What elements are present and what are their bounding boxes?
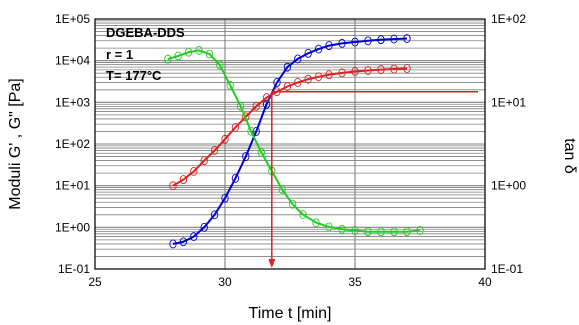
data-point: [179, 237, 188, 247]
data-point: [195, 45, 203, 55]
x-tick-label: 40: [478, 275, 492, 289]
data-point: [325, 222, 333, 232]
data-point: [403, 227, 411, 237]
data-point: [257, 148, 266, 157]
y2-axis-title: tan δ: [561, 138, 578, 174]
y-tick-label: 1E+03: [55, 95, 90, 109]
data-point: [242, 152, 250, 161]
x-axis-title: Time t [min]: [249, 305, 332, 322]
data-point: [338, 68, 346, 78]
data-point: [325, 41, 333, 51]
data-point: [174, 51, 182, 61]
data-point: [390, 64, 398, 74]
data-point: [390, 227, 398, 237]
data-point: [283, 82, 292, 91]
gel-arrow-head: [268, 259, 276, 268]
data-point: [294, 78, 302, 87]
series-tan-delta: [164, 45, 424, 237]
data-point: [325, 70, 333, 80]
series-g-storage: [169, 34, 411, 249]
data-point: [221, 193, 229, 203]
annotation-ratio: r = 1: [106, 47, 133, 62]
data-point: [314, 44, 323, 54]
data-point: [184, 47, 193, 57]
data-point: [390, 34, 398, 44]
data-point: [200, 222, 208, 232]
grid: [94, 19, 486, 270]
data-point: [190, 166, 198, 176]
data-point: [351, 226, 359, 235]
data-point: [221, 134, 229, 144]
annotation-system: DGEBA-DDS: [106, 25, 185, 40]
data-point: [252, 101, 260, 111]
data-point: [416, 226, 424, 235]
data-point: [216, 60, 224, 70]
y-tick-label: 1E-01: [58, 262, 90, 276]
data-point: [236, 101, 245, 111]
series-line: [172, 37, 408, 245]
data-point: [190, 232, 198, 242]
data-point: [169, 239, 177, 249]
data-point: [338, 38, 346, 48]
x-tick-label: 30: [218, 275, 232, 289]
data-point: [278, 185, 286, 194]
data-point: [377, 65, 385, 75]
y2-tick-label: 1E+02: [491, 12, 526, 26]
data-point: [312, 218, 320, 228]
data-point: [314, 72, 323, 82]
data-point: [247, 126, 255, 136]
data-point: [377, 35, 385, 45]
gel-point-marker: [268, 90, 478, 268]
data-point: [262, 93, 271, 103]
series-g-loss: [169, 64, 411, 191]
annotation-box: DGEBA-DDS r = 1 T= 177°C: [106, 25, 185, 83]
y2-tick-label: 1E+00: [491, 179, 526, 193]
plot-frame: [94, 18, 486, 270]
y-tick-label: 1E+05: [55, 12, 90, 26]
data-point: [364, 66, 372, 75]
data-point: [273, 78, 281, 87]
data-point: [364, 36, 372, 46]
data-point: [351, 37, 359, 47]
annotation-temperature: T= 177°C: [106, 68, 162, 83]
data-point: [200, 156, 208, 166]
data-point: [351, 67, 359, 76]
data-point: [205, 49, 214, 59]
data-point: [299, 210, 307, 220]
data-point: [403, 64, 411, 73]
x-tick-label: 25: [88, 275, 102, 289]
data-point: [364, 227, 372, 237]
x-tick-label: 35: [348, 275, 362, 289]
y-axis-title: Moduli G' , G" [Pa]: [7, 78, 24, 209]
y-tick-label: 1E+02: [55, 137, 90, 151]
data-point: [169, 181, 177, 191]
data-point: [210, 210, 219, 220]
data-point: [283, 62, 292, 72]
data-point: [294, 54, 302, 64]
data-point: [288, 199, 297, 209]
data-point: [179, 175, 188, 185]
y-tick-label: 1E+00: [55, 220, 90, 234]
y2-tick-label: 1E-01: [491, 262, 523, 276]
data-point: [231, 122, 240, 132]
y2-tick-label: 1E+01: [491, 95, 526, 109]
data-point: [304, 74, 312, 84]
axis-ticks: 25 30 35 401E-011E+001E+011E+021E+031E+041E…: [55, 12, 526, 289]
data-point: [304, 48, 312, 58]
series-line: [172, 67, 408, 187]
data-point: [338, 224, 346, 234]
data-point: [262, 99, 271, 109]
y-tick-label: 1E+01: [55, 179, 90, 193]
data-point: [210, 146, 219, 155]
data-marks: [164, 34, 424, 249]
data-point: [377, 227, 385, 237]
data-point: [231, 173, 240, 183]
data-point: [252, 127, 260, 136]
data-point: [164, 54, 172, 64]
data-point: [403, 34, 411, 43]
data-point: [226, 80, 234, 90]
y-tick-label: 1E+04: [55, 54, 90, 68]
